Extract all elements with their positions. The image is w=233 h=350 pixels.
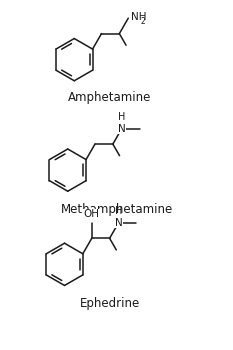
- Text: H: H: [115, 206, 123, 216]
- Text: H: H: [118, 112, 126, 122]
- Text: Methamphetamine: Methamphetamine: [60, 203, 173, 216]
- Text: NH: NH: [130, 12, 146, 22]
- Text: 2: 2: [141, 16, 146, 26]
- Text: N: N: [118, 124, 126, 134]
- Text: N: N: [115, 218, 122, 228]
- Text: Ephedrine: Ephedrine: [80, 297, 140, 310]
- Text: Amphetamine: Amphetamine: [68, 91, 152, 104]
- Text: OH: OH: [84, 209, 100, 219]
